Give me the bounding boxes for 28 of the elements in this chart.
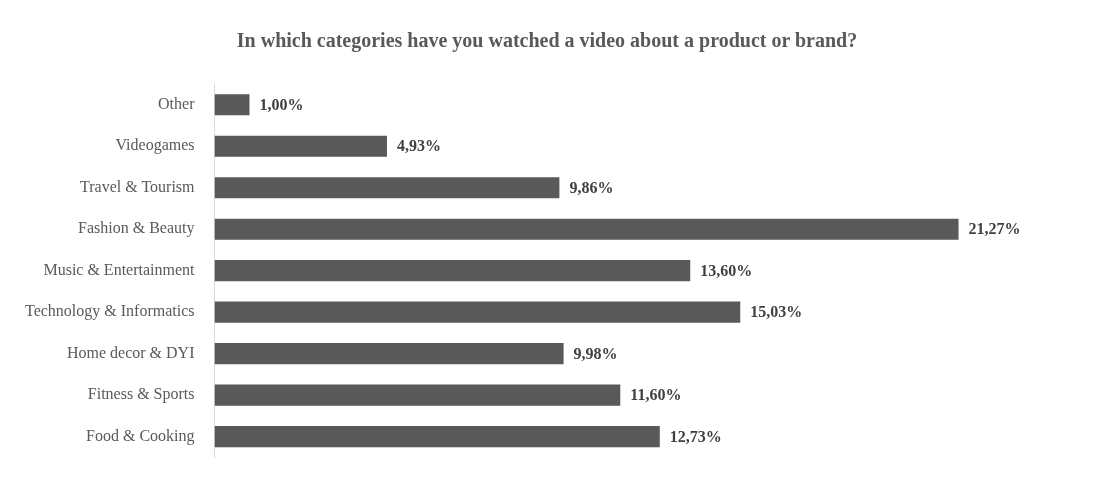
data-label: 11,60%: [630, 386, 682, 404]
y-tick-label: Travel & Tourism: [80, 177, 196, 195]
y-tick-label: Music & Entertainment: [43, 260, 196, 278]
y-tick-label: Other: [158, 94, 196, 112]
data-label: 21,27%: [968, 220, 1021, 238]
data-label: 9,98%: [573, 344, 618, 362]
data-label: 12,73%: [669, 427, 722, 445]
bar: [214, 384, 621, 406]
bar: [214, 94, 250, 116]
bar: [214, 135, 387, 157]
data-label: 1,00%: [259, 95, 304, 113]
y-tick-label: Videogames: [115, 136, 195, 155]
bar: [214, 177, 560, 199]
bar: [214, 218, 959, 240]
data-label: 15,03%: [750, 303, 803, 321]
bar: [214, 426, 660, 448]
bar: [214, 260, 691, 282]
y-tick-label: Fitness & Sports: [87, 385, 195, 404]
data-label: 13,60%: [700, 261, 753, 279]
y-tick-label: Technology & Informatics: [25, 302, 195, 321]
y-tick-label: Fashion & Beauty: [78, 219, 195, 238]
bar: [214, 343, 564, 365]
bar: [214, 301, 741, 323]
data-label: 4,93%: [396, 137, 441, 155]
y-tick-label: Home decor & DYI: [66, 343, 195, 361]
chart-title: In which categories have you watched a video about a product or brand?: [236, 29, 858, 53]
y-tick-label: Food & Cooking: [86, 426, 195, 445]
data-label: 9,86%: [569, 178, 614, 196]
